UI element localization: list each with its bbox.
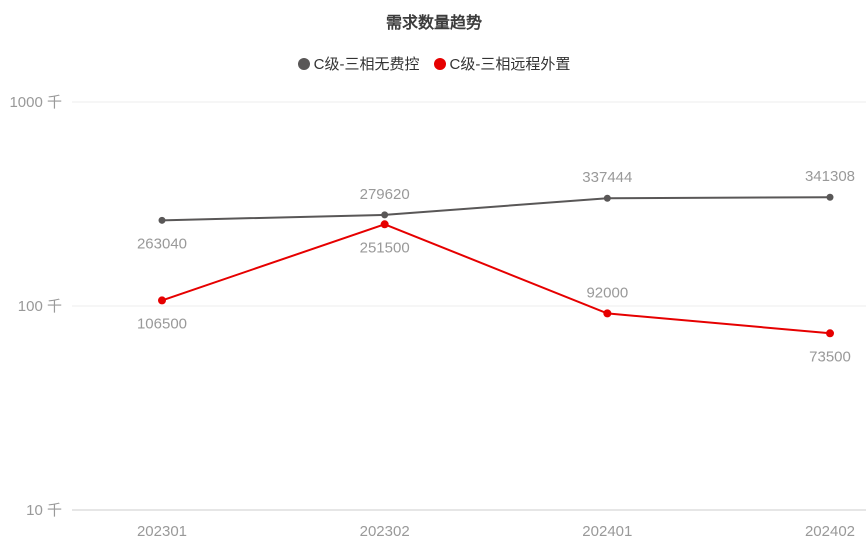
data-point-label: 279620 [360, 186, 410, 203]
chart-title: 需求数量趋势 [385, 15, 482, 32]
data-point-label: 92000 [586, 284, 628, 301]
data-point[interactable] [158, 296, 166, 305]
data-point[interactable] [158, 216, 166, 224]
data-point[interactable] [603, 194, 611, 202]
y-tick-label: 1000 千 [9, 94, 62, 111]
x-tick-label: 202301 [137, 523, 187, 540]
data-point-label: 263040 [137, 235, 187, 252]
series-line-1 [161, 223, 831, 335]
data-point-label: 73500 [809, 348, 851, 365]
legend-label: C级-三相无费控 [313, 56, 420, 73]
data-point[interactable] [826, 329, 835, 338]
series-line-0 [161, 196, 831, 222]
legend-circle-icon [433, 57, 446, 70]
legend-item-series-0[interactable]: C级-三相无费控 [297, 53, 420, 74]
data-point-label: 251500 [360, 239, 410, 256]
data-point[interactable] [380, 220, 389, 229]
data-point[interactable] [826, 193, 834, 201]
data-point[interactable] [603, 309, 612, 318]
y-tick-label: 100 千 [18, 298, 62, 315]
legend-item-series-1[interactable]: C级-三相远程外置 [433, 53, 571, 74]
data-point-label: 106500 [137, 315, 187, 332]
x-tick-label: 202302 [360, 523, 410, 540]
y-tick-label: 10 千 [26, 502, 62, 519]
data-point-label: 341308 [805, 168, 855, 185]
data-point[interactable] [381, 211, 389, 219]
legend-circle-icon [297, 57, 310, 70]
x-tick-label: 202401 [582, 523, 632, 540]
data-point-label: 337444 [582, 169, 632, 186]
legend: C级-三相无费控 C级-三相远程外置 [0, 53, 868, 74]
legend-label: C级-三相远程外置 [449, 56, 571, 73]
x-tick-label: 202402 [805, 523, 855, 540]
